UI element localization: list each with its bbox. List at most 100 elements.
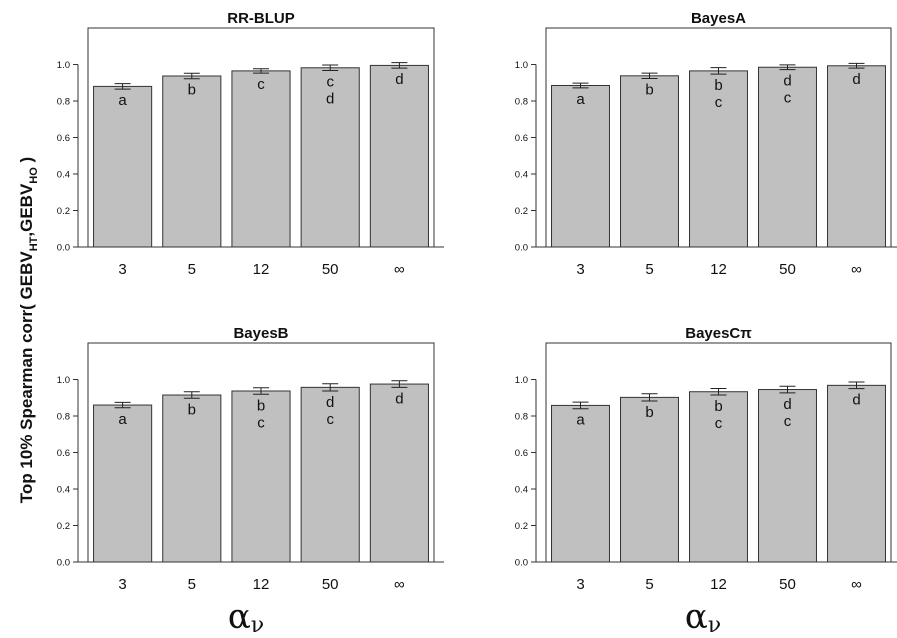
panel-4-error-bar-50 (779, 385, 796, 394)
panel-3-x-tick-label-inf: ∞ (394, 576, 405, 593)
panel-3-letter-50: c (326, 411, 334, 428)
panel-3-y-tick-label: 0.2 (57, 521, 70, 532)
panel-3-letter-5: b (188, 401, 196, 418)
panel-2-y-tick-label: 0.6 (515, 133, 528, 144)
panel-2-bar-3 (551, 84, 610, 248)
panel-4-x-tick-label-inf: ∞ (851, 576, 862, 593)
panel-1-y-tick-label: 0.0 (57, 243, 70, 254)
panel-4-letter-5: b (645, 404, 653, 421)
panel-2-x-tick-label-5: 5 (645, 261, 653, 278)
panel-3-y-tick-label: 0.8 (57, 412, 70, 423)
panel-2-letter-3: a (576, 91, 585, 108)
panel-3-letter-3: a (118, 411, 127, 428)
panel-3-x-tick-label-12: 12 (253, 576, 270, 593)
panel-4-letter-12: c (715, 415, 723, 432)
panel-3-y-tick-label: 0.0 (57, 558, 70, 569)
x-axis-label-right-main: α (685, 597, 708, 637)
panel-1-x-tick-label-inf: ∞ (394, 261, 405, 278)
x-axis-label-left: αν (228, 597, 264, 638)
panel-1-y-tick-label: 0.2 (57, 206, 70, 217)
panel-4-letter-50: d (783, 396, 791, 413)
panel-3-error-bar-5 (183, 391, 200, 399)
y-axis-label-sub1: HT (28, 236, 40, 251)
panel-2-y-tick-label: 0.8 (515, 97, 528, 108)
panel-2-letter-50: c (784, 90, 792, 107)
panel-3-bar-50 (300, 386, 360, 563)
x-axis-label-right: αν (685, 597, 721, 638)
panel-1-error-bar-3 (114, 83, 131, 90)
panel-1-error-bar-5 (183, 72, 200, 80)
panel-1-letter-12: c (257, 76, 265, 93)
panel-2-y-tick-label: 0.2 (515, 206, 528, 217)
panel-2-error-bar-12 (710, 67, 727, 75)
panel-4-error-bar-inf (848, 381, 865, 390)
panel-2-x-tick-label-50: 50 (779, 261, 796, 278)
panel-4-bar-12 (689, 391, 748, 563)
panel-1-letter-inf: d (395, 71, 403, 88)
panel-2-x-tick-label-12: 12 (710, 261, 727, 278)
panel-2-error-bar-inf (848, 62, 865, 69)
panel-4-bar-50 (758, 389, 817, 563)
panel-1-x-tick-label-50: 50 (322, 261, 339, 278)
panel-3-error-bar-50 (322, 383, 339, 392)
panel-1-error-bar-12 (253, 68, 269, 74)
panel-1-letter-50: d (326, 91, 334, 108)
panel-4-letter-12: b (714, 398, 722, 415)
y-axis-label-sub2: HO (28, 167, 40, 184)
panel-4-x-tick-label-3: 3 (576, 576, 584, 593)
panel-1-error-bar-inf (391, 62, 408, 69)
panel-1-bar-12 (231, 70, 291, 248)
panel-4-error-bar-12 (710, 387, 727, 396)
panel-1-title: RR-BLUP (227, 10, 295, 27)
panel-4-y-tick-label: 0.8 (515, 412, 528, 423)
panel-2-error-bar-3 (572, 82, 589, 89)
panel-2-letter-50: d (783, 73, 791, 90)
panel-1-x-tick-label-12: 12 (253, 261, 270, 278)
panel-2-x-tick-label-inf: ∞ (851, 261, 862, 278)
panel-3-letter-50: d (326, 394, 334, 411)
panel-2-x-tick-label-3: 3 (576, 261, 584, 278)
panel-3-x-tick-label-5: 5 (188, 576, 196, 593)
panel-3-title: BayesB (233, 325, 288, 342)
panel-4-y-tick-label: 1.0 (515, 375, 528, 386)
panel-4-error-bar-3 (572, 401, 589, 410)
y-axis-label: Top 10% Spearman corr( GEBVHT,GEBVHO ) (17, 157, 40, 503)
panel-1-x-tick-label-3: 3 (118, 261, 126, 278)
panel-4-y-tick-label: 0.4 (515, 485, 528, 496)
panel-1-letter-3: a (118, 92, 127, 109)
panel-1-y-tick-label: 0.8 (57, 97, 70, 108)
y-axis-label-prefix: Top 10% Spearman corr( GEBV (17, 251, 36, 504)
panel-4-x-tick-label-5: 5 (645, 576, 653, 593)
panel-4-y-tick-label: 0.6 (515, 448, 528, 459)
panel-4-bar-inf (827, 384, 886, 563)
panel-4-letter-3: a (576, 412, 585, 429)
panel-4-bar-5 (620, 396, 679, 563)
panel-3-error-bar-3 (114, 401, 131, 409)
panel-2-y-tick-label: 0.0 (515, 243, 528, 254)
y-axis-label-suffix: ) (17, 157, 36, 167)
panel-3-bar-5 (162, 394, 222, 563)
panel-3-letter-12: c (257, 414, 265, 431)
y-axis-label-mid: ,GEBV (17, 183, 36, 237)
panel-4-letter-inf: d (852, 392, 860, 409)
panel-3-x-tick-label-3: 3 (118, 576, 126, 593)
panel-3-error-bar-inf (391, 380, 408, 388)
panel-2-y-tick-label: 0.4 (515, 170, 528, 181)
panel-1-x-tick-label-5: 5 (188, 261, 196, 278)
panel-2-letter-5: b (645, 82, 653, 99)
panel-2-y-tick-label: 1.0 (515, 60, 528, 71)
panel-4-letter-50: c (784, 413, 792, 430)
panel-3-y-tick-label: 1.0 (57, 375, 70, 386)
panels: RR-BLUP0.00.20.40.60.81.0a3b5c12cd50d∞Ba… (57, 10, 897, 593)
panel-3-y-tick-label: 0.6 (57, 448, 70, 459)
panel-4-x-tick-label-50: 50 (779, 576, 796, 593)
panel-1-y-tick-label: 0.4 (57, 170, 70, 181)
panel-1-frame (87, 27, 435, 247)
panel-2-title: BayesA (691, 10, 746, 27)
panel-3-y-tick-label: 0.4 (57, 485, 70, 496)
panel-2-letter-12: b (714, 77, 722, 94)
